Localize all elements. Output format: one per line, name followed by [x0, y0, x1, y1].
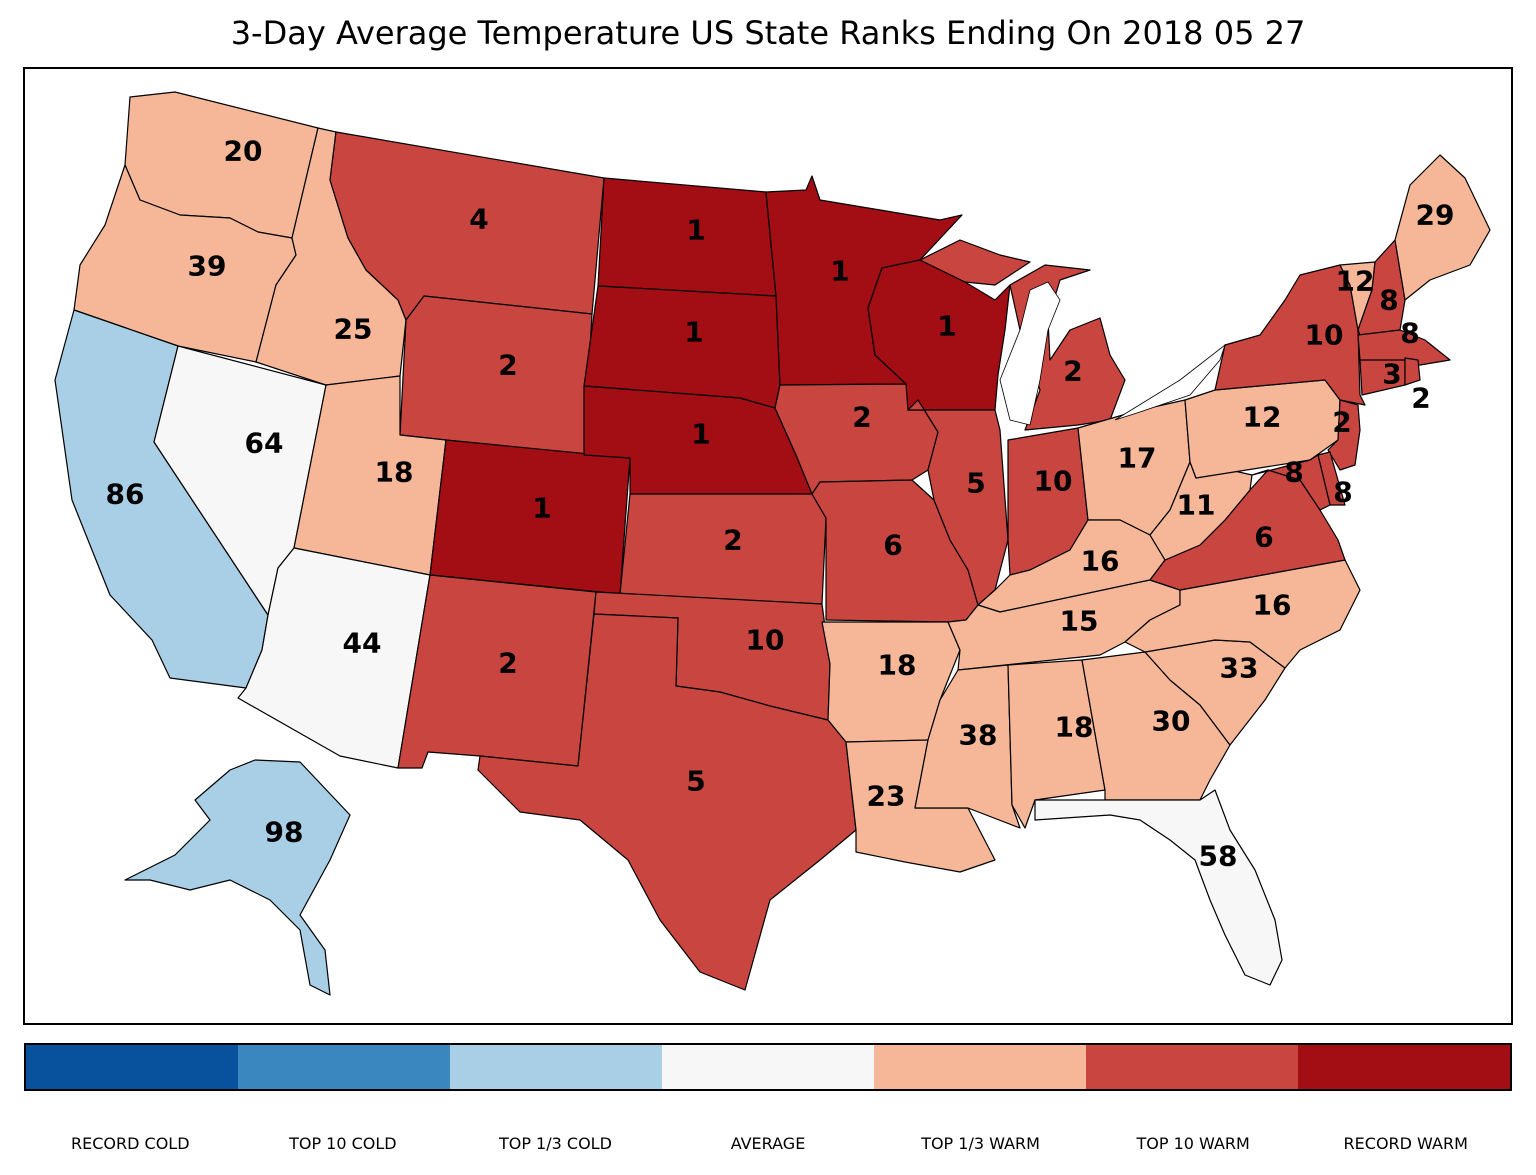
- rank-al: 18: [1055, 711, 1094, 744]
- rank-va: 6: [1254, 521, 1273, 554]
- rank-nm: 2: [498, 647, 517, 680]
- state-wy: [399, 295, 593, 456]
- legend-swatch-6: [1298, 1045, 1510, 1089]
- rank-ne: 1: [691, 418, 710, 451]
- rank-ri: 2: [1411, 382, 1430, 415]
- rank-or: 39: [188, 250, 227, 283]
- rank-nc: 16: [1253, 589, 1292, 622]
- rank-pa: 12: [1243, 401, 1282, 434]
- rank-ky: 16: [1081, 545, 1120, 578]
- legend-label-3: AVERAGE: [730, 1134, 806, 1153]
- rank-wv: 11: [1177, 489, 1216, 522]
- rank-ma: 8: [1400, 317, 1419, 350]
- rank-nv: 64: [245, 427, 284, 460]
- state-nc: [1124, 559, 1361, 669]
- state-co: [429, 439, 631, 595]
- legend-swatch-3: [662, 1045, 874, 1089]
- rank-mn: 1: [830, 255, 849, 288]
- rank-ar: 18: [878, 649, 917, 682]
- state-ak: [124, 759, 351, 996]
- state-ks: [619, 493, 827, 605]
- state-tx: [477, 613, 857, 991]
- legend-label-1: TOP 10 COLD: [289, 1134, 397, 1153]
- map-frame: [23, 67, 1513, 1025]
- rank-ca: 86: [106, 478, 145, 511]
- legend-swatch-4: [874, 1045, 1086, 1089]
- map-title: 3-Day Average Temperature US State Ranks…: [230, 14, 1306, 52]
- legend-label-0: RECORD COLD: [71, 1134, 190, 1153]
- rank-tn: 15: [1060, 605, 1099, 638]
- state-fl: [1034, 789, 1283, 986]
- rank-co: 1: [532, 492, 551, 525]
- rank-wy: 2: [498, 349, 517, 382]
- rank-ga: 30: [1152, 705, 1191, 738]
- rank-me: 29: [1416, 199, 1455, 232]
- state-md: [1251, 454, 1331, 511]
- rank-ct: 3: [1382, 358, 1401, 391]
- legend-swatch-5: [1086, 1045, 1298, 1089]
- legend-label-5: TOP 10 WARM: [1136, 1134, 1250, 1153]
- legend-label-6: RECORD WARM: [1343, 1134, 1468, 1153]
- rank-id: 25: [334, 313, 373, 346]
- state-mt: [329, 131, 605, 321]
- legend-swatch-2: [450, 1045, 662, 1089]
- rank-nd: 1: [686, 214, 705, 247]
- rank-md: 8: [1284, 456, 1303, 489]
- state-nj: [1327, 399, 1361, 471]
- rank-mt: 4: [469, 203, 488, 236]
- rank-de: 8: [1333, 476, 1352, 509]
- rank-az: 44: [343, 627, 382, 660]
- rank-nj: 2: [1332, 406, 1351, 439]
- rank-sc: 33: [1220, 652, 1259, 685]
- rank-wi: 1: [937, 310, 956, 343]
- legend-swatch-1: [238, 1045, 450, 1089]
- lake-erie: [1114, 343, 1226, 421]
- legend-label-2: TOP 1/3 COLD: [498, 1134, 612, 1153]
- rank-vt: 12: [1336, 265, 1375, 298]
- rank-oh: 17: [1118, 442, 1157, 475]
- rank-fl: 58: [1199, 840, 1238, 873]
- legend-swatch-0: [26, 1045, 238, 1089]
- rank-nh: 8: [1379, 284, 1398, 317]
- rank-ms: 38: [959, 719, 998, 752]
- rank-in: 10: [1034, 465, 1073, 498]
- rank-ok: 10: [746, 624, 785, 657]
- lake-michigan: [999, 281, 1061, 426]
- state-me: [1394, 154, 1491, 301]
- rank-mi: 2: [1063, 355, 1082, 388]
- legend-colorbar: [24, 1043, 1512, 1091]
- rank-ny: 10: [1305, 319, 1344, 352]
- rank-ak: 98: [265, 816, 304, 849]
- rank-sd: 1: [684, 316, 703, 349]
- state-nm: [397, 574, 597, 769]
- rank-mo: 6: [883, 529, 902, 562]
- rank-tx: 5: [686, 765, 705, 798]
- rank-ut: 18: [375, 456, 414, 489]
- state-il: [907, 399, 1009, 606]
- state-ri: [1404, 357, 1421, 386]
- legend-label-4: TOP 1/3 WARM: [921, 1134, 1040, 1153]
- rank-il: 5: [966, 467, 985, 500]
- rank-wa: 20: [224, 135, 263, 168]
- rank-ks: 2: [723, 524, 742, 557]
- rank-la: 23: [867, 780, 906, 813]
- rank-ia: 2: [852, 401, 871, 434]
